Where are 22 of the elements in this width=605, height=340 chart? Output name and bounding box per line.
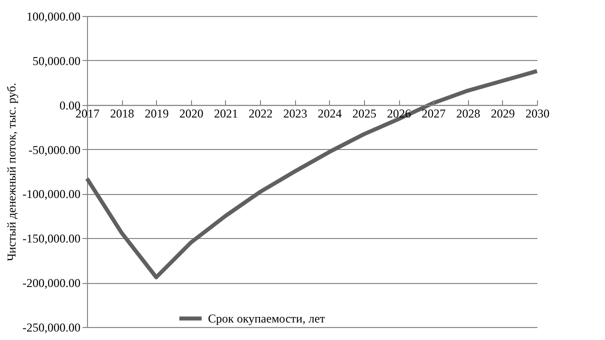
x-tick-label: 2028 xyxy=(456,106,480,120)
x-tick-label: 2029 xyxy=(490,106,515,120)
x-tick-label: 2027 xyxy=(422,106,446,120)
x-tick-label: 2018 xyxy=(110,106,134,120)
x-tick-label: 2024 xyxy=(318,106,342,120)
y-tick-label: -200,000.00 xyxy=(22,276,80,290)
x-tick-label: 2021 xyxy=(214,106,238,120)
y-axis-title: Чистый денежный поток, тыс. руб. xyxy=(4,82,19,262)
x-tick-label: 2030 xyxy=(526,106,550,120)
y-tick-label: -50,000.00 xyxy=(28,142,80,157)
y-tick-label: -100,000.00 xyxy=(22,187,80,202)
x-tick-label: 2022 xyxy=(248,106,273,120)
legend-label: Срок окупаемости, лет xyxy=(208,312,326,326)
y-tick-label: -250,000.00 xyxy=(22,320,80,334)
y-tick-label: -150,000.00 xyxy=(22,232,80,246)
x-tick-label: 2019 xyxy=(144,106,169,120)
y-tick-label: 100,000.00 xyxy=(26,10,80,24)
x-tick-label: 2023 xyxy=(283,106,308,120)
x-tick-label: 2026 xyxy=(387,106,412,120)
x-tick-label: 2020 xyxy=(179,106,204,120)
y-tick-label: 50,000.00 xyxy=(32,54,80,68)
x-tick-label: 2025 xyxy=(352,106,376,120)
